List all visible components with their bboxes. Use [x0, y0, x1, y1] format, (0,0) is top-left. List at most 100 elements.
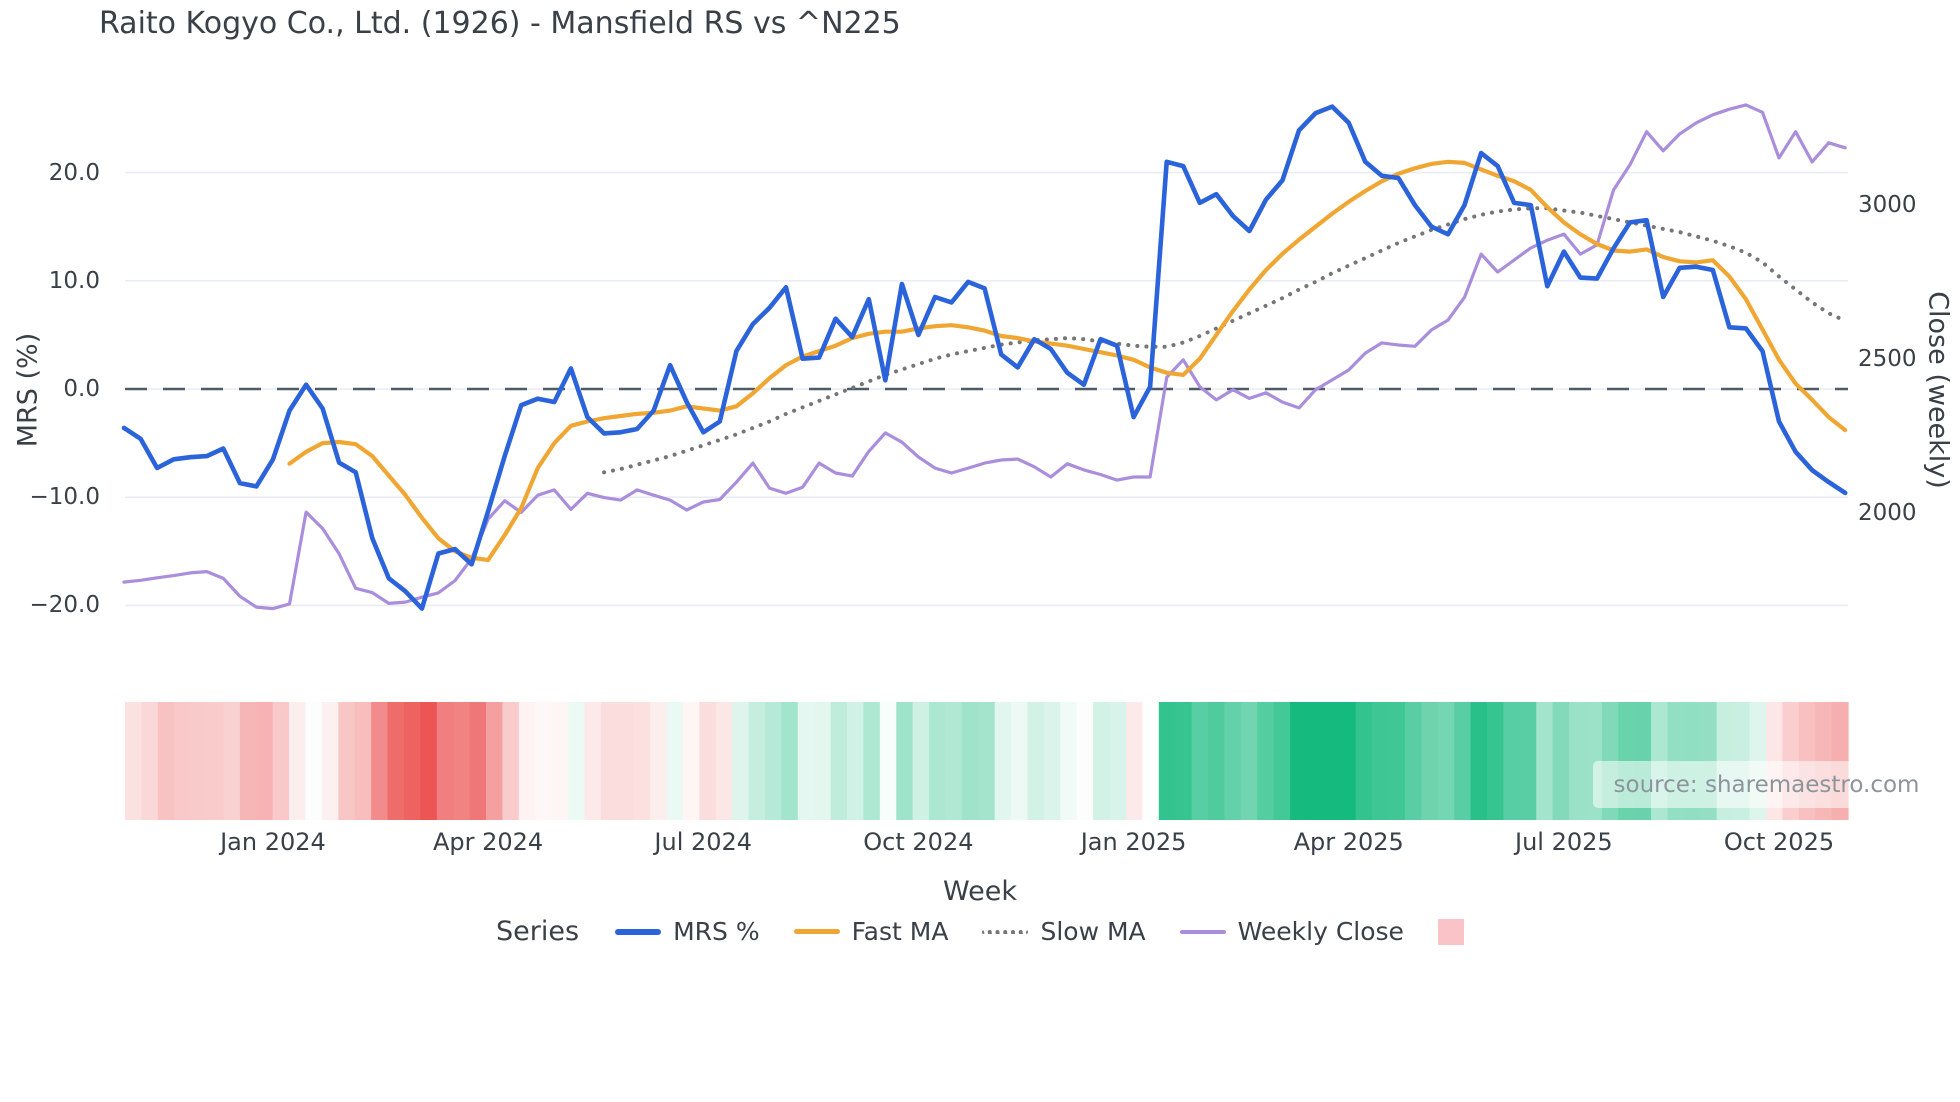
heatmap-cell	[1191, 702, 1209, 820]
heatmap-cell	[207, 702, 225, 820]
heatmap-cell	[1306, 702, 1324, 820]
heatmap-cell	[518, 702, 536, 820]
heatmap-cell	[1421, 702, 1439, 820]
heatmap-cell	[929, 702, 947, 820]
series-line-mrs-	[121, 104, 1848, 611]
heatmap-cell	[1569, 702, 1587, 820]
left-axis-tick-label: 10.0	[48, 267, 100, 294]
heatmap-cell	[1290, 702, 1308, 820]
heatmap-cell	[403, 702, 421, 820]
heatmap-cell	[1503, 702, 1521, 820]
series-line-slow-ma	[602, 206, 1848, 475]
heatmap-cell	[1372, 702, 1390, 820]
heatmap-cell	[1060, 702, 1078, 820]
legend-line-swatch-icon	[793, 929, 840, 934]
x-axis-tick-label: Jan 2024	[220, 828, 326, 856]
heatmap-cell	[305, 702, 323, 820]
watermark: source: sharemaestro.com	[1593, 761, 1940, 808]
heatmap-cell	[732, 702, 750, 820]
legend-item-label: MRS %	[673, 917, 760, 946]
heatmap-cell	[600, 702, 618, 820]
heatmap-cell	[321, 702, 339, 820]
legend: Series MRS % Fast MA Slow MA Weekly Close	[0, 916, 1960, 947]
legend-item: Weekly Close	[1179, 917, 1404, 946]
heatmap-cell	[1470, 702, 1488, 820]
chart-title: Raito Kogyo Co., Ltd. (1926) - Mansfield…	[99, 6, 901, 41]
x-axis-tick-label: Jul 2024	[654, 828, 753, 856]
left-axis-tick-label: 0.0	[63, 375, 100, 402]
legend-item: Fast MA	[793, 917, 949, 946]
heatmap-cell	[568, 702, 586, 820]
heatmap-cell	[797, 702, 815, 820]
heatmap-cell	[486, 702, 504, 820]
heatmap-cell	[847, 702, 865, 820]
left-axis-tick-label: 20.0	[48, 159, 100, 186]
heatmap-cell	[289, 702, 307, 820]
heatmap-cell	[453, 702, 471, 820]
left-axis-tick-label: −20.0	[29, 592, 100, 619]
heatmap-cell	[945, 702, 963, 820]
heatmap-cell	[1076, 702, 1094, 820]
heatmap-cell	[469, 702, 487, 820]
heatmap-cell	[1125, 702, 1143, 820]
legend-line-swatch-icon	[982, 929, 1029, 934]
heatmap-cell	[978, 702, 996, 820]
heatmap-cell	[1043, 702, 1061, 820]
heatmap-cell	[1093, 702, 1111, 820]
heatmap-cell	[1404, 702, 1422, 820]
legend-item: MRS %	[615, 917, 760, 946]
legend-item	[1437, 918, 1464, 945]
heatmap-cell	[1388, 702, 1406, 820]
heatmap-cell	[617, 702, 635, 820]
legend-line-swatch-icon	[1179, 929, 1226, 934]
left-axis-tick-label: −10.0	[29, 484, 100, 511]
heatmap-cell	[1273, 702, 1291, 820]
heatmap-cell	[584, 702, 602, 820]
x-axis-tick-label: Jan 2025	[1080, 828, 1187, 856]
heatmap-cell	[1175, 702, 1193, 820]
heatmap-cell	[879, 702, 897, 820]
right-axis-title: Close (weekly)	[1922, 291, 1954, 489]
heatmap-cell	[387, 702, 405, 820]
heatmap-cell	[551, 702, 569, 820]
legend-line-swatch-icon	[615, 928, 662, 935]
heatmap-cell	[1552, 702, 1570, 820]
heatmap-cell	[650, 702, 668, 820]
series-line-fast-ma	[287, 159, 1848, 563]
heatmap-cell	[157, 702, 175, 820]
heatmap-cell	[912, 702, 930, 820]
legend-item-label: Fast MA	[851, 917, 949, 946]
heatmap-cell	[961, 702, 979, 820]
heatmap-cell	[682, 702, 700, 820]
heatmap-cell	[1437, 702, 1455, 820]
heatmap-cell	[125, 702, 143, 820]
legend-item-label: Weekly Close	[1237, 917, 1404, 946]
legend-title: Series	[496, 916, 580, 947]
heatmap-cell	[715, 702, 733, 820]
heatmap-cell	[1240, 702, 1258, 820]
right-axis-tick-label: 2500	[1858, 345, 1917, 372]
x-axis-tick-label: Apr 2024	[432, 828, 544, 856]
heatmap-swatch-icon	[1437, 918, 1464, 945]
heatmap-cell	[699, 702, 717, 820]
x-axis-title: Week	[943, 876, 1017, 907]
heatmap-cell	[1486, 702, 1504, 820]
heatmap-cell	[1208, 702, 1226, 820]
heatmap-cell	[239, 702, 257, 820]
heatmap-cell	[1536, 702, 1554, 820]
heatmap-cell	[814, 702, 832, 820]
heatmap-cell	[1355, 702, 1373, 820]
x-axis-tick-label: Oct 2025	[1723, 828, 1835, 856]
heatmap-cell	[764, 702, 782, 820]
heatmap-cell	[223, 702, 241, 820]
heatmap-cell	[666, 702, 684, 820]
heatmap-cell	[256, 702, 274, 820]
heatmap-cell	[781, 702, 799, 820]
heatmap-cell	[633, 702, 651, 820]
heatmap-cell	[1257, 702, 1275, 820]
heatmap-cell	[272, 702, 290, 820]
heatmap-cell	[535, 702, 553, 820]
heatmap-cell	[1027, 702, 1045, 820]
heatmap-cell	[830, 702, 848, 820]
